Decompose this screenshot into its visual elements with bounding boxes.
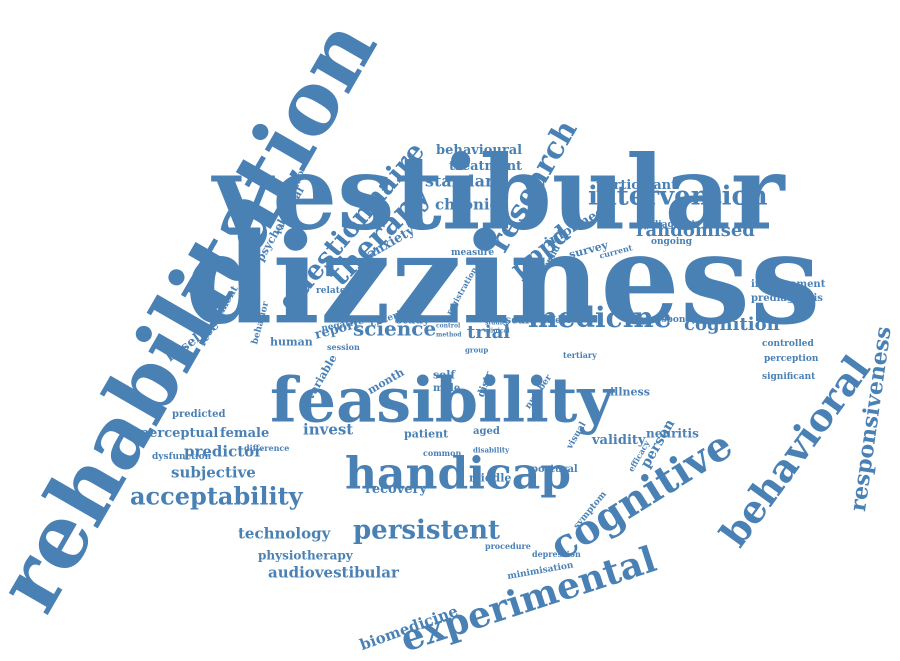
word-illness: illness [610,385,650,399]
word-studies: studies [485,319,510,327]
word-randomised: randomised [636,219,755,241]
word-dizziness: dizziness [185,206,821,353]
word-difference: difference [244,442,290,453]
word-group: group [465,345,489,355]
word-related: related [316,285,352,296]
word-human: human [270,335,313,349]
word-cognition: cognition [684,313,780,335]
word-physiotherapy: physiotherapy [258,548,353,563]
word-medicine: medicine [528,301,672,335]
word-predictor: predictor [184,442,263,461]
word-control: control [436,322,461,330]
word-male: male [433,383,461,395]
word-treatment: treatment [449,158,523,174]
word-effect: effect [542,315,571,326]
word-disability: disability [473,445,510,455]
word-study: study [396,313,430,327]
word-standard: standard [425,171,505,191]
word-prediagnosis: prediagnosis [751,293,823,305]
word-perception: perception [764,353,819,364]
word-persistent: persistent [353,515,501,546]
word-procedure: procedure [485,540,531,551]
word-scale: scale [505,313,537,327]
word-improvement: improvement [751,279,826,291]
word-perceptual: perceptual [140,425,219,441]
word-session: session [327,341,360,352]
word-postural: postural [531,464,578,476]
word-middle: middle [469,471,512,485]
word-science: science [353,316,437,341]
word-response: response [651,314,697,325]
word-self: self [433,368,456,382]
word-measure: measure [451,247,495,258]
word-behavioural: behavioural [436,142,523,158]
word-subjective: subjective [171,463,256,482]
word-dysfunction: dysfunction [152,451,212,462]
word-technology: technology [238,524,331,543]
word-participant: participant [596,177,678,193]
word-controlled: controlled [762,338,814,349]
word-method: method [436,331,462,339]
word-chronic: chronic [435,195,499,214]
word-trial: trial [467,321,511,343]
word-clinical: clinical [485,327,510,335]
word-invest: invest [303,420,354,439]
word-tertiary: tertiary [563,349,597,360]
word-diagnosis: diagnosis [652,219,700,230]
word-audiovestibular: audiovestibular [268,563,399,582]
word-significant: significant [762,371,816,382]
word-handicap: handicap [345,448,572,500]
word-experimental: experimental [395,538,662,661]
word-intervention: intervention [588,181,768,212]
word-female: female [220,425,270,441]
word-common: common [423,447,462,458]
word-validity: validity [592,432,646,448]
word-feasibility: feasibility [270,363,614,437]
word-predicted: predicted [172,409,226,421]
word-responsiveness: responsiveness [845,324,897,513]
word-aged: aged [473,426,500,438]
word-depression: depression [532,548,581,559]
word-recovery: recovery [365,481,427,497]
word-neuritis: neuritis [646,426,699,441]
word-acceptability: acceptability [130,481,303,511]
word-ongoing: ongoing [651,236,693,247]
word-patient: patient [404,427,449,441]
word-vestibular: vestibular [213,133,785,254]
